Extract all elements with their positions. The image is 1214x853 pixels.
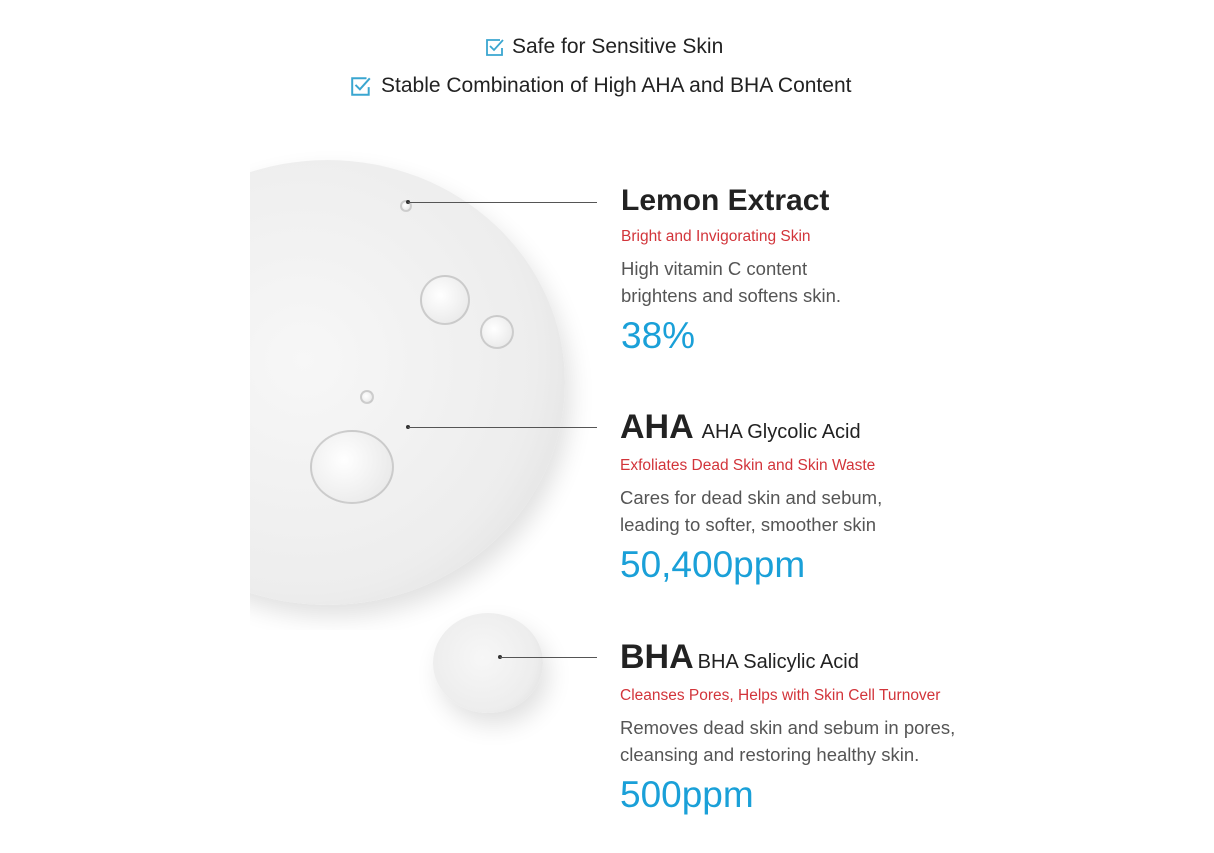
ingredient-title: AHA — [620, 408, 694, 446]
feature-label: Stable Combination of High AHA and BHA C… — [381, 74, 852, 97]
ingredient-subtitle: BHA Salicylic Acid — [697, 651, 859, 673]
ingredient-amount: 50,400ppm — [620, 544, 806, 585]
ingredient-lemon: Lemon Extract Bright and Invigorating Sk… — [621, 184, 841, 357]
ingredient-desc: leading to softer, smoother skin — [620, 514, 877, 535]
pointer-line — [408, 202, 597, 203]
ingredient-aha: AHA AHA Glycolic Acid Exfoliates Dead Ski… — [620, 408, 882, 586]
serum-drop-small — [433, 613, 543, 713]
feature-label: Safe for Sensitive Skin — [512, 35, 724, 58]
checkbox-icon — [486, 39, 504, 56]
feature-item: Safe for Sensitive Skin — [485, 35, 723, 59]
ingredient-tagline: Bright and Invigorating Skin — [621, 228, 811, 245]
ingredient-title: BHA — [620, 638, 694, 676]
serum-drop-large — [250, 140, 650, 630]
ingredient-tagline: Exfoliates Dead Skin and Skin Waste — [620, 457, 876, 474]
ingredient-desc: brightens and softens skin. — [621, 285, 842, 306]
ingredient-subtitle: AHA Glycolic Acid — [701, 421, 861, 443]
ingredient-tagline: Cleanses Pores, Helps with Skin Cell Tur… — [620, 687, 941, 704]
checkbox-icon — [351, 77, 371, 96]
ingredient-desc: Removes dead skin and sebum in pores, — [620, 717, 956, 738]
ingredient-desc: High vitamin C content — [621, 258, 808, 279]
pointer-line — [500, 657, 597, 658]
ingredient-desc: cleansing and restoring healthy skin. — [620, 744, 920, 765]
pointer-line — [408, 427, 597, 428]
feature-item: Stable Combination of High AHA and BHA C… — [350, 74, 851, 98]
ingredient-desc: Cares for dead skin and sebum, — [620, 487, 883, 508]
ingredient-title: Lemon Extract — [621, 184, 830, 217]
ingredient-amount: 500ppm — [620, 774, 754, 815]
ingredient-bha: BHA BHA Salicylic Acid Cleanses Pores, He… — [620, 638, 955, 816]
ingredient-amount: 38% — [621, 315, 696, 356]
